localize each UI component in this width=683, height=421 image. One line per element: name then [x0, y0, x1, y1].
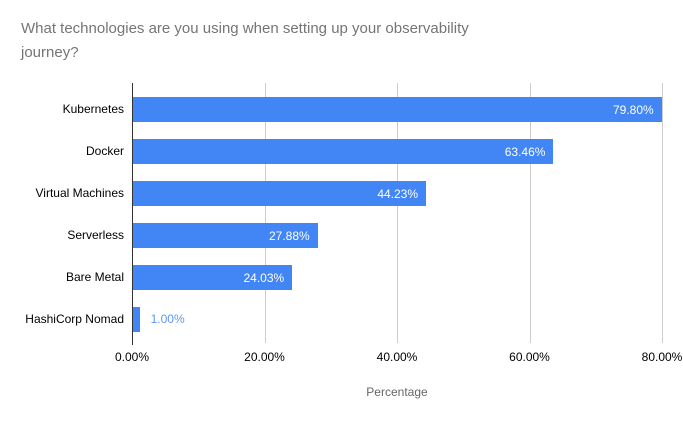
gridline [662, 83, 663, 343]
bar-kubernetes[interactable]: 79.80% [133, 97, 662, 122]
x-tick-label: 0.00% [114, 350, 150, 364]
bar-virtual-machines[interactable]: 44.23% [133, 181, 427, 206]
x-tick-label: 40.00% [376, 350, 418, 364]
bar-value-label: 44.23% [377, 186, 419, 201]
gridline [529, 83, 531, 343]
bar-serverless[interactable]: 27.88% [133, 223, 318, 248]
x-tick-label: 80.00% [641, 350, 683, 364]
bar-hashicorp-nomad[interactable] [133, 307, 140, 332]
bar-value-label: 63.46% [504, 144, 546, 159]
x-axis-title: Percentage [366, 385, 428, 399]
bar-value-label: 27.88% [269, 228, 310, 243]
y-axis-line [132, 83, 133, 345]
category-label: Bare Metal [65, 270, 124, 284]
bar-value-label: 24.03% [243, 270, 285, 285]
category-label: Kubernetes [62, 102, 124, 116]
chart-title: What technologies are you using when set… [21, 20, 469, 61]
bar-docker[interactable]: 63.46% [133, 139, 554, 164]
category-label: Docker [85, 144, 124, 158]
bar-value-label: 79.80% [612, 102, 654, 117]
bar-bare-metal[interactable]: 24.03% [133, 265, 293, 290]
bar-value-label: 1.00% [150, 312, 185, 326]
x-tick-label: 20.00% [244, 350, 285, 364]
category-label: Virtual Machines [35, 186, 125, 200]
category-label: HashiCorp Nomad [25, 312, 124, 326]
x-tick-label: 60.00% [509, 350, 550, 364]
gridline [397, 83, 398, 343]
category-label: Serverless [67, 228, 124, 242]
gridline [264, 83, 266, 343]
